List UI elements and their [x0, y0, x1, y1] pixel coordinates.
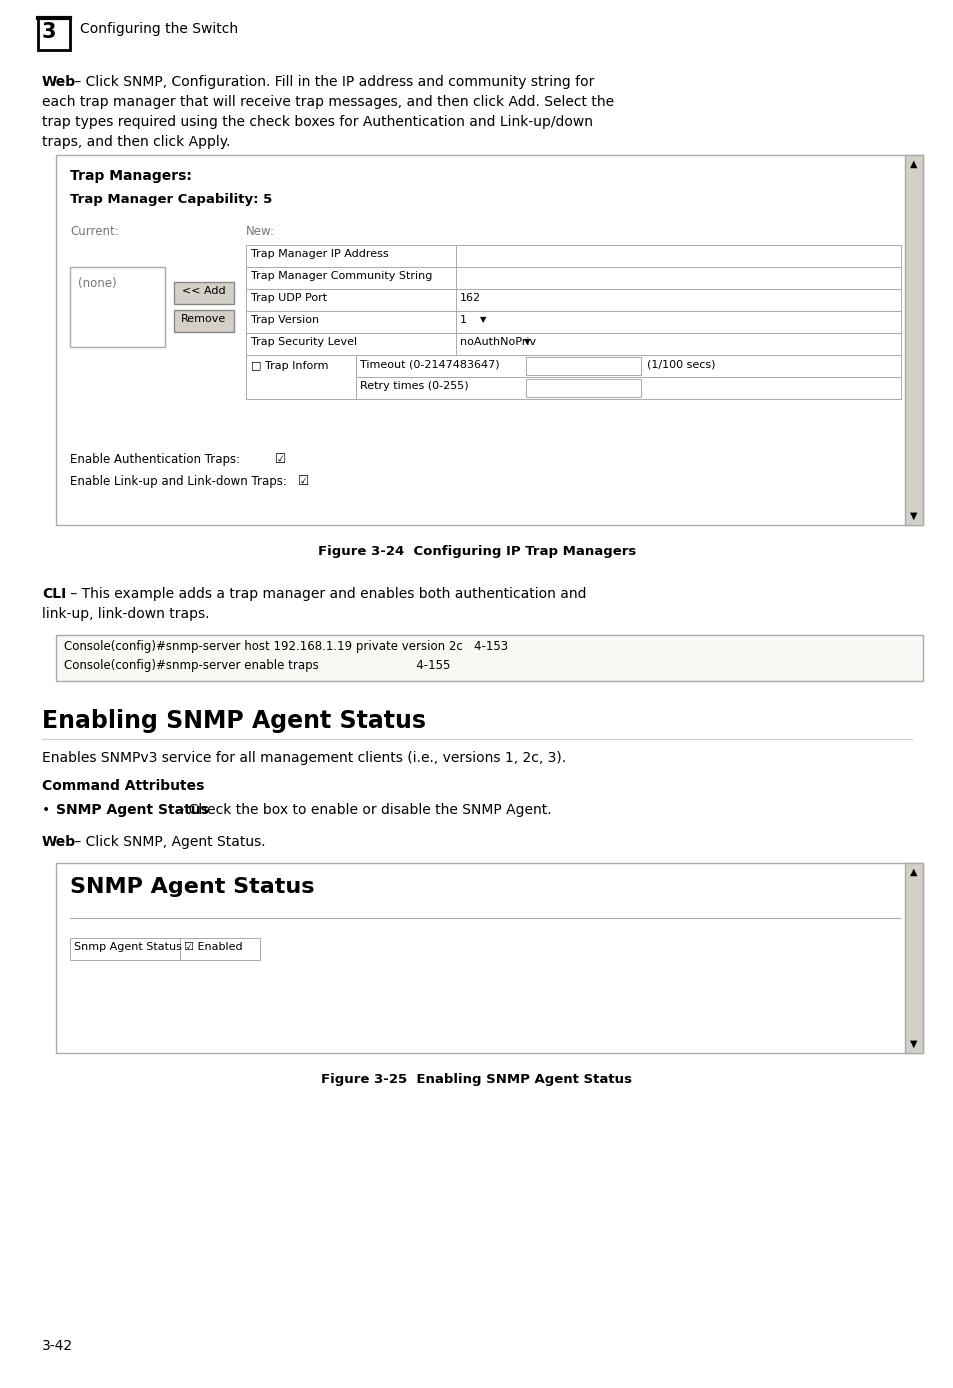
Text: ☑ Enabled: ☑ Enabled	[184, 942, 242, 952]
Bar	[456, 311, 900, 333]
Text: ▲: ▲	[909, 160, 917, 169]
Bar	[456, 289, 900, 311]
Text: Console(config)#snmp-server host 192.168.1.19 private version 2c   4-153: Console(config)#snmp-server host 192.168…	[64, 640, 508, 652]
Text: – Click SNMP, Configuration. Fill in the IP address and community string for: – Click SNMP, Configuration. Fill in the…	[70, 75, 594, 89]
Text: Figure 3-24  Configuring IP Trap Managers: Figure 3-24 Configuring IP Trap Managers	[317, 545, 636, 558]
Text: Trap Version: Trap Version	[251, 315, 319, 325]
Bar	[456, 333, 900, 355]
Text: traps, and then click Apply.: traps, and then click Apply.	[42, 135, 230, 149]
Text: Trap Manager IP Address: Trap Manager IP Address	[251, 248, 388, 260]
Bar	[246, 311, 900, 333]
Bar	[56, 863, 923, 1053]
Text: (none): (none)	[78, 278, 116, 290]
Text: Enables SNMPv3 service for all management clients (i.e., versions 1, 2c, 3).: Enables SNMPv3 service for all managemen…	[42, 751, 565, 765]
Bar	[246, 246, 900, 266]
Bar	[246, 355, 900, 398]
Text: Enable Authentication Traps:: Enable Authentication Traps:	[70, 452, 240, 466]
Bar	[904, 155, 923, 525]
Text: Enabling SNMP Agent Status: Enabling SNMP Agent Status	[42, 709, 426, 733]
Bar	[525, 357, 640, 375]
Text: ☑: ☑	[297, 475, 309, 489]
Bar	[456, 246, 900, 266]
Text: ▼: ▼	[909, 1040, 917, 1049]
Bar	[38, 18, 70, 50]
Text: CLI: CLI	[42, 587, 66, 601]
Text: SNMP Agent Status: SNMP Agent Status	[70, 877, 314, 897]
Text: ☑: ☑	[274, 452, 286, 466]
Text: Trap Manager Capability: 5: Trap Manager Capability: 5	[70, 193, 272, 205]
Text: □ Trap Inform: □ Trap Inform	[251, 361, 328, 371]
Bar	[56, 155, 923, 525]
Text: << Add: << Add	[182, 286, 226, 296]
Text: – This example adds a trap manager and enables both authentication and: – This example adds a trap manager and e…	[66, 587, 586, 601]
Text: Snmp Agent Status: Snmp Agent Status	[74, 942, 182, 952]
Text: Trap UDP Port: Trap UDP Port	[251, 293, 327, 303]
Text: Retry times (0-255): Retry times (0-255)	[359, 380, 468, 391]
Text: each trap manager that will receive trap messages, and then click Add. Select th: each trap manager that will receive trap…	[42, 94, 614, 110]
Bar	[904, 863, 923, 1053]
Bar	[70, 266, 165, 347]
Text: link-up, link-down traps.: link-up, link-down traps.	[42, 607, 210, 620]
Bar	[246, 333, 900, 355]
Text: Web: Web	[42, 836, 76, 849]
Bar	[355, 378, 900, 398]
Text: New:: New:	[246, 225, 274, 237]
Text: 3: 3	[42, 22, 56, 42]
Text: Trap Manager Community String: Trap Manager Community String	[251, 271, 432, 280]
Text: – Click SNMP, Agent Status.: – Click SNMP, Agent Status.	[70, 836, 265, 849]
Bar	[70, 938, 180, 960]
Text: (1/100 secs): (1/100 secs)	[646, 359, 715, 369]
Bar	[246, 266, 900, 289]
Bar	[246, 289, 900, 311]
Text: Command Attributes: Command Attributes	[42, 779, 204, 793]
Bar	[56, 634, 923, 682]
Text: Current:: Current:	[70, 225, 118, 237]
Text: ▲: ▲	[909, 868, 917, 877]
Text: Trap Managers:: Trap Managers:	[70, 169, 192, 183]
Text: Figure 3-25  Enabling SNMP Agent Status: Figure 3-25 Enabling SNMP Agent Status	[321, 1073, 632, 1085]
Bar	[525, 379, 640, 397]
Bar	[180, 938, 260, 960]
Text: ▼: ▼	[523, 337, 530, 346]
Text: Enable Link-up and Link-down Traps:: Enable Link-up and Link-down Traps:	[70, 475, 287, 489]
Text: 1: 1	[459, 315, 467, 325]
Text: – Check the box to enable or disable the SNMP Agent.: – Check the box to enable or disable the…	[172, 804, 551, 818]
Text: ▼: ▼	[909, 511, 917, 520]
Text: •: •	[42, 804, 51, 818]
Bar	[456, 266, 900, 289]
Text: noAuthNoPriv: noAuthNoPriv	[459, 337, 536, 347]
Text: ▼: ▼	[479, 315, 486, 323]
Text: Remove: Remove	[181, 314, 227, 323]
Bar	[173, 310, 233, 332]
Text: Timeout (0-2147483647): Timeout (0-2147483647)	[359, 359, 499, 369]
Text: Configuring the Switch: Configuring the Switch	[80, 22, 238, 36]
Text: Web: Web	[42, 75, 76, 89]
Text: SNMP Agent Status: SNMP Agent Status	[56, 804, 209, 818]
Text: Trap Security Level: Trap Security Level	[251, 337, 356, 347]
Bar	[355, 355, 900, 378]
Text: trap types required using the check boxes for Authentication and Link-up/down: trap types required using the check boxe…	[42, 115, 593, 129]
Bar	[173, 282, 233, 304]
Text: 3-42: 3-42	[42, 1339, 73, 1353]
Text: 162: 162	[459, 293, 480, 303]
Text: Console(config)#snmp-server enable traps                          4-155: Console(config)#snmp-server enable traps…	[64, 659, 450, 672]
